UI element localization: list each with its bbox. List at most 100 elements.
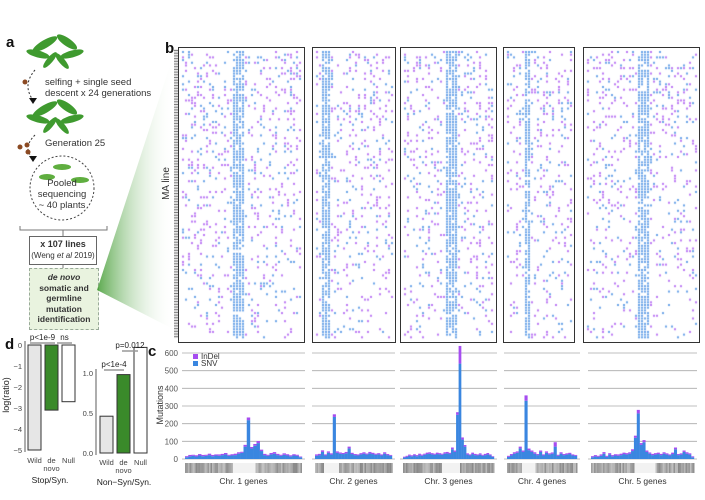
indel-bar	[380, 454, 384, 456]
snv-bar	[326, 452, 331, 459]
gene-density-cell	[284, 463, 286, 473]
gene-density-cell	[212, 463, 214, 473]
gene-density-cell	[343, 463, 345, 473]
indel-bar	[438, 453, 442, 455]
gene-density-cell	[325, 463, 327, 473]
indel-bar	[295, 454, 299, 456]
gene-density-cell	[516, 463, 518, 473]
gene-density-cell	[511, 463, 513, 473]
snv-bar	[298, 457, 303, 459]
indel-bar	[639, 443, 643, 445]
indel-bar	[292, 454, 296, 456]
indel-bar	[642, 440, 646, 443]
significance-label: ns	[60, 333, 68, 342]
gene-density-cell	[406, 463, 408, 473]
x-tick-label: Wild	[27, 456, 42, 465]
snv-bar	[608, 454, 612, 459]
gene-density-cell	[364, 463, 366, 473]
snv-bar	[188, 456, 192, 459]
gene-density-cell	[666, 463, 668, 473]
snv-bar	[380, 455, 384, 459]
gene-density-cell	[598, 463, 600, 473]
snv-bar	[433, 454, 437, 459]
gene-density-cell	[531, 463, 533, 473]
gene-density-cell	[457, 463, 459, 473]
gene-density-cell	[336, 463, 338, 473]
indel-bar	[509, 454, 514, 456]
gene-density-cell	[522, 463, 524, 473]
x-tick-label: novo	[43, 464, 59, 473]
snv-bar	[448, 454, 452, 459]
chromosome-label: Chr. 1 genes	[219, 476, 267, 486]
bar-de-novo	[116, 374, 131, 454]
gene-density-cell	[378, 463, 380, 473]
gene-density-cell	[296, 463, 298, 473]
gene-density-cell	[236, 463, 238, 473]
snv-bar	[191, 455, 195, 459]
gene-density-cell	[529, 463, 531, 473]
gene-density-cell	[287, 463, 289, 473]
gene-density-cell	[449, 463, 451, 473]
indel-bar	[344, 451, 348, 454]
gene-density-cell	[594, 463, 596, 473]
gene-density-cell	[562, 463, 564, 473]
gene-density-cell	[691, 463, 693, 473]
gene-density-cell	[299, 463, 301, 473]
snv-bar	[596, 456, 600, 459]
indel-bar	[201, 454, 205, 457]
indel-bar	[542, 454, 546, 456]
gene-density-cell	[328, 463, 330, 473]
seeds-icon	[17, 142, 31, 155]
y-tick-label: 0	[18, 341, 22, 350]
gene-density-cell	[467, 463, 469, 473]
snv-bar	[550, 453, 554, 459]
gene-density-cell	[564, 463, 566, 473]
gene-density-cell	[197, 463, 199, 473]
indel-bar	[628, 452, 632, 454]
plant-icon	[26, 99, 84, 134]
indel-bar	[456, 412, 459, 415]
gene-density-cell	[272, 463, 274, 473]
significance-label: p<1e-4	[101, 360, 127, 369]
gene-density-cell	[185, 463, 187, 473]
snv-bar	[461, 439, 464, 459]
gene-density-cell	[658, 463, 660, 473]
snv-bar	[679, 454, 683, 459]
gene-density-cell	[513, 463, 515, 473]
snv-bar	[688, 454, 692, 459]
indel-bar	[651, 453, 655, 456]
indel-bar	[685, 452, 689, 454]
gene-density-cell	[469, 463, 471, 473]
zoom-wedge	[97, 50, 175, 330]
gene-density-cell	[258, 463, 260, 473]
gene-density-cell	[375, 463, 377, 473]
indel-bar	[350, 452, 354, 455]
snv-bar	[591, 457, 595, 459]
gene-density-cell	[615, 463, 617, 473]
gene-density-cell	[361, 463, 363, 473]
indel-bar	[530, 450, 534, 452]
snv-bar	[204, 455, 208, 459]
indel-bar	[473, 453, 477, 456]
gene-density-cell	[576, 463, 578, 473]
gene-density-cell	[318, 463, 320, 473]
indel-bar	[185, 456, 189, 458]
bar-Null	[61, 344, 76, 403]
snv-bar	[230, 455, 234, 459]
y-axis-label: Mutations	[155, 385, 165, 425]
gene-density-cell	[204, 463, 206, 473]
y-axis-label: log(ratio)	[1, 377, 11, 413]
snv-bar	[476, 455, 480, 459]
indel-bar	[332, 414, 336, 417]
snv-bar	[619, 455, 623, 459]
snv-bar	[662, 453, 666, 459]
gene-density-cell	[546, 463, 548, 473]
snv-bar	[214, 455, 218, 459]
legend-label-indel: InDel	[201, 352, 220, 361]
gene-density-cell	[387, 463, 389, 473]
gene-density-cell	[293, 463, 295, 473]
gene-density-cell	[266, 463, 268, 473]
gene-density-cell	[510, 463, 512, 473]
indel-bar	[224, 452, 228, 455]
